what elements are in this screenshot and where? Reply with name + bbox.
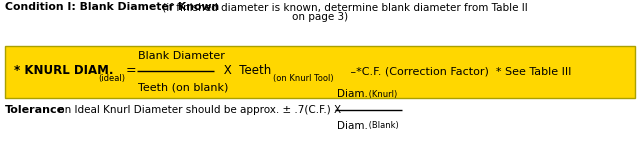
Text: (if finished diameter is known, determine blank diameter from Table II: (if finished diameter is known, determin… <box>159 2 528 12</box>
Text: Blank Diameter: Blank Diameter <box>138 51 225 61</box>
Text: on page 3): on page 3) <box>292 12 348 22</box>
Text: (Knurl): (Knurl) <box>366 90 397 99</box>
Text: Teeth (on blank): Teeth (on blank) <box>138 83 228 93</box>
Text: Diam.: Diam. <box>337 121 368 131</box>
Text: Tolerance: Tolerance <box>5 105 65 115</box>
Text: =: = <box>126 65 136 77</box>
Text: Diam.: Diam. <box>337 89 368 99</box>
Text: (ideal): (ideal) <box>98 74 125 83</box>
Text: (Blank): (Blank) <box>366 121 399 130</box>
Text: (on Knurl Tool): (on Knurl Tool) <box>273 74 333 83</box>
Text: on Ideal Knurl Diameter should be approx. ± .7(C.F.) X: on Ideal Knurl Diameter should be approx… <box>55 105 344 115</box>
FancyBboxPatch shape <box>5 46 635 98</box>
Text: –*C.F. (Correction Factor)  * See Table III: –*C.F. (Correction Factor) * See Table I… <box>347 66 572 76</box>
Text: * KNURL DIAM.: * KNURL DIAM. <box>14 65 113 77</box>
Text: Condition I: Blank Diameter Known: Condition I: Blank Diameter Known <box>5 2 220 12</box>
Text: X  Teeth: X Teeth <box>220 65 271 77</box>
